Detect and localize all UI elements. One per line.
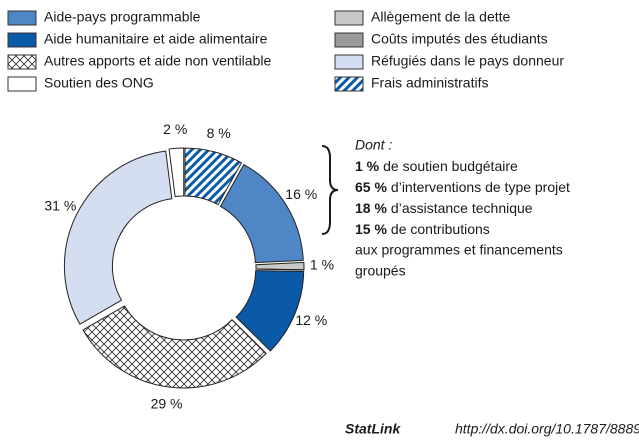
legend-label: Aide-pays programmable <box>44 9 201 25</box>
annotation-item: 15 % de contributions <box>355 221 490 237</box>
donut-slice <box>63 150 173 325</box>
legend-swatch <box>334 76 364 92</box>
legend-swatch <box>7 76 37 92</box>
data-label: 12 % <box>295 312 327 328</box>
annotation-item: 18 % d’assistance technique <box>355 200 533 216</box>
annotation-text: d’interventions de type projet <box>391 179 570 195</box>
annotation-text: groupés <box>355 263 406 279</box>
legend-label: Allègement de la dette <box>371 9 511 25</box>
legend-label: Aide humanitaire et aide alimentaire <box>44 31 268 47</box>
annotation-item: 65 % d’interventions de type projet <box>355 179 570 195</box>
annotation-value: 15 % <box>355 221 387 237</box>
brace <box>321 145 339 235</box>
donut-slice <box>235 270 305 352</box>
data-label: 29 % <box>151 396 183 412</box>
legend-label: Soutien des ONG <box>44 75 154 91</box>
annotation-text: aux programmes et financements <box>355 242 563 258</box>
donut-slice <box>184 147 243 206</box>
data-label: 16 % <box>285 186 317 202</box>
annotation-text: d’assistance technique <box>391 200 533 216</box>
donut-slice <box>82 305 267 389</box>
data-label: 31 % <box>44 197 76 213</box>
statlink-logo: StatLink <box>345 421 401 437</box>
annotation-item: 1 % de soutien budgétaire <box>355 158 518 174</box>
legend-label: Frais administratifs <box>371 75 488 91</box>
annotation-text: de contributions <box>391 221 490 237</box>
legend-label: Réfugiés dans le pays donneur <box>371 53 564 69</box>
legend-swatch <box>7 10 37 26</box>
annotation-heading: Dont : <box>355 137 392 153</box>
legend-swatch <box>334 54 364 70</box>
donut-slice <box>255 268 304 271</box>
statlink-url: http://dx.doi.org/10.1787/888933493371 <box>455 421 639 437</box>
data-label: 2 % <box>163 121 187 137</box>
donut-slice <box>255 261 305 271</box>
annotation-value: 1 % <box>355 158 380 174</box>
annotation-value: 18 % <box>355 200 387 216</box>
legend-label: Autres apports et aide non ventilable <box>44 53 271 69</box>
data-label: 8 % <box>207 125 231 141</box>
legend-swatch <box>7 32 37 48</box>
legend-label: Coûts imputés des étudiants <box>371 31 548 47</box>
annotation-value: 65 % <box>355 179 387 195</box>
donut-slice <box>168 147 185 198</box>
legend-swatch <box>7 54 37 70</box>
legend-swatch <box>334 10 364 26</box>
donut-slice <box>219 163 304 264</box>
annotation-text: de soutien budgétaire <box>383 158 518 174</box>
data-label: 1 % <box>310 257 334 273</box>
legend-swatch <box>334 32 364 48</box>
